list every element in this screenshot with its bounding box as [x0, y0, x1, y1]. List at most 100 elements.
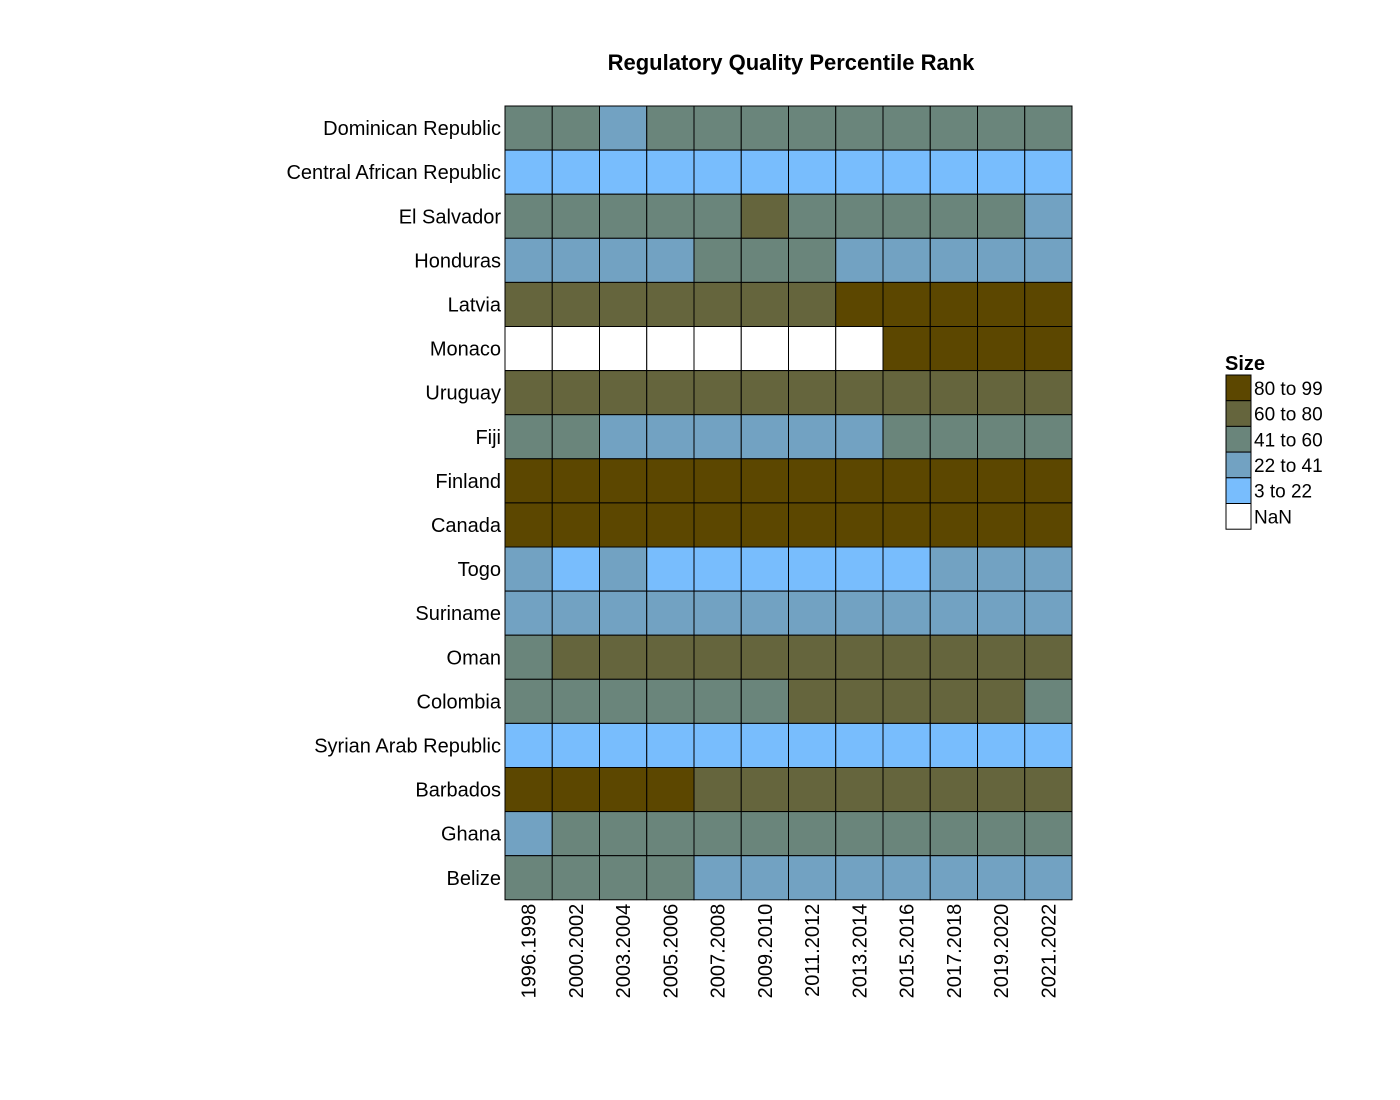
heatmap-cell [835, 678, 884, 724]
heatmap-cell [835, 414, 884, 460]
heatmap-cell [929, 678, 978, 724]
heatmap-cell [882, 855, 931, 901]
heatmap-cell [929, 237, 978, 283]
heatmap-cell [882, 458, 931, 504]
heatmap-cell [835, 105, 884, 151]
heatmap-cell [977, 370, 1026, 416]
heatmap-cell [693, 237, 742, 283]
heatmap-cell [740, 326, 789, 372]
heatmap-cell [977, 149, 1026, 195]
heatmap-cell [788, 458, 837, 504]
heatmap-cell [882, 149, 931, 195]
heatmap-cell [551, 855, 600, 901]
heatmap-cell [835, 590, 884, 636]
row-label: Oman [447, 647, 501, 669]
row-label: Uruguay [425, 383, 501, 405]
heatmap-cell [882, 546, 931, 592]
legend-label: 3 to 22 [1254, 482, 1312, 503]
heatmap-cell [646, 502, 695, 548]
heatmap-cell [740, 237, 789, 283]
column-label: 2009.2010 [755, 904, 777, 999]
heatmap-cell [882, 634, 931, 680]
heatmap-cell [835, 767, 884, 813]
heatmap-cell [835, 370, 884, 416]
heatmap-cell [599, 722, 648, 769]
heatmap-cell [504, 105, 553, 151]
heatmap-cell [646, 767, 695, 813]
heatmap-cell [788, 590, 837, 636]
heatmap-cell [740, 370, 789, 416]
heatmap-cell [504, 634, 553, 680]
heatmap-cell [551, 590, 600, 636]
heatmap-cell [977, 502, 1026, 548]
heatmap-cell [788, 811, 837, 857]
heatmap-cell [551, 678, 600, 724]
heatmap-cell [929, 149, 978, 195]
heatmap-cell [599, 414, 648, 460]
heatmap-cell [504, 767, 553, 813]
heatmap-cell [977, 414, 1026, 460]
heatmap-cell [646, 855, 695, 901]
column-label: 2007.2008 [708, 904, 730, 999]
heatmap-cell [882, 767, 931, 813]
column-label: 2005.2006 [660, 904, 682, 999]
heatmap-cell [646, 590, 695, 636]
row-label: Latvia [448, 294, 502, 316]
heatmap-cell [929, 811, 978, 857]
heatmap-cell [693, 326, 742, 372]
heatmap-cell [740, 193, 789, 239]
heatmap-cell [929, 193, 978, 239]
heatmap-cell [788, 326, 837, 372]
heatmap-cell [929, 855, 978, 901]
heatmap-cell [504, 502, 553, 548]
heatmap-cell [1024, 590, 1073, 636]
legend-swatch [1225, 374, 1252, 402]
heatmap-cell [929, 458, 978, 504]
heatmap-cell [646, 105, 695, 151]
heatmap-cell [977, 634, 1026, 680]
column-label: 2003.2004 [613, 904, 635, 999]
heatmap-cell [788, 149, 837, 195]
heatmap-cell [788, 281, 837, 327]
heatmap-cell [835, 281, 884, 327]
row-label: Syrian Arab Republic [314, 735, 501, 757]
heatmap-cell [1024, 458, 1073, 504]
heatmap-cell [646, 678, 695, 724]
row-label: Central African Republic [286, 162, 501, 184]
row-label: Barbados [415, 780, 501, 802]
heatmap-cell [551, 193, 600, 239]
heatmap-cell [929, 414, 978, 460]
heatmap-cell [788, 237, 837, 283]
heatmap-cell [882, 281, 931, 327]
heatmap-cell [504, 811, 553, 857]
heatmap-cell [504, 855, 553, 901]
heatmap-cell [599, 590, 648, 636]
heatmap-cell [788, 546, 837, 592]
heatmap-cell [551, 281, 600, 327]
heatmap-cell [693, 855, 742, 901]
heatmap-cell [740, 678, 789, 724]
heatmap-cell [1024, 722, 1073, 769]
heatmap-cell [977, 855, 1026, 901]
heatmap-cell [835, 193, 884, 239]
heatmap-cell [693, 149, 742, 195]
row-label: Fiji [475, 427, 501, 449]
heatmap-cell [693, 370, 742, 416]
column-label: 2021.2022 [1038, 904, 1060, 999]
heatmap-cell [977, 281, 1026, 327]
heatmap-cell [1024, 546, 1073, 592]
heatmap-cell [882, 722, 931, 769]
heatmap-cell [504, 326, 553, 372]
heatmap-cell [977, 193, 1026, 239]
legend-label: 80 to 99 [1254, 379, 1323, 400]
row-label: Honduras [414, 250, 501, 272]
heatmap-cell [1024, 634, 1073, 680]
legend-swatch [1225, 477, 1252, 504]
heatmap-cell [551, 502, 600, 548]
heatmap-cell [551, 767, 600, 813]
heatmap-cell [882, 414, 931, 460]
heatmap-cell [551, 149, 600, 195]
row-label: Suriname [415, 603, 501, 625]
heatmap-cell [977, 546, 1026, 592]
heatmap-cell [882, 105, 931, 151]
